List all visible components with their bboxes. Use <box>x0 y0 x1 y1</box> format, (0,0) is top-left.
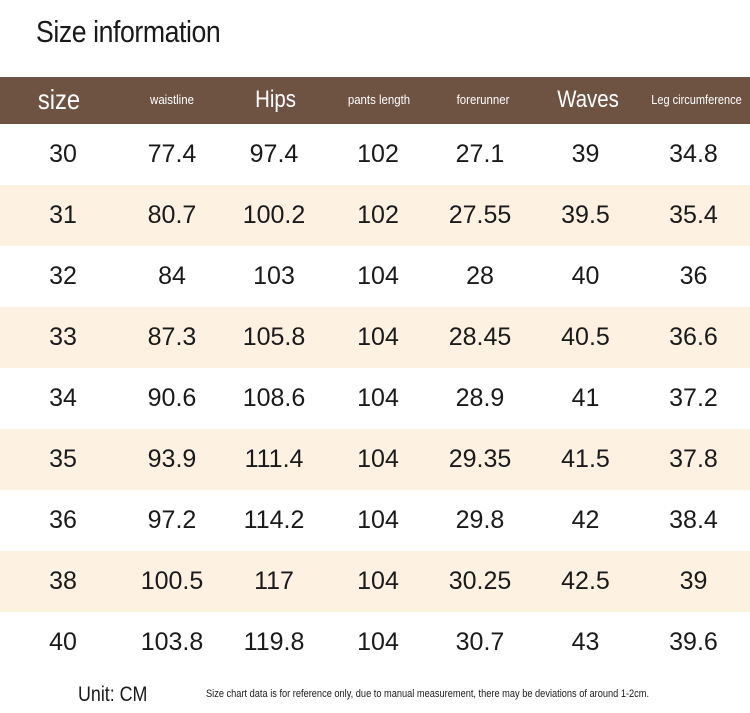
table-cell: 119.8 <box>243 628 305 656</box>
disclaimer-note: Size chart data is for reference only, d… <box>206 688 650 700</box>
table-cell: 104 <box>357 323 399 351</box>
table-cell: 43 <box>571 628 600 656</box>
table-header-row: size waistline Hips pants length forerun… <box>0 77 750 124</box>
header-waves: Waves <box>557 86 619 114</box>
table-body: 30 77.4 97.4 102 27.1 39 34.8 31 80.7 100.2 102 27.… <box>0 124 750 673</box>
table-cell: 42 <box>571 506 600 534</box>
table-row: 34 90.6 108.6 104 28.9 41 37.2 <box>0 368 750 429</box>
table-cell: 104 <box>357 567 399 595</box>
table-cell: 84 <box>158 262 186 290</box>
table-cell: 87.3 <box>147 323 197 351</box>
table-cell: 97.2 <box>147 506 197 534</box>
table-cell: 37.2 <box>669 384 718 412</box>
table-cell: 30.25 <box>448 567 512 595</box>
table-row: 35 93.9 111.4 104 29.35 41.5 37.8 <box>0 429 750 490</box>
table-cell: 39 <box>571 140 600 168</box>
table-cell: 35 <box>49 445 77 473</box>
table-cell: 104 <box>357 384 399 412</box>
table-row: 36 97.2 114.2 104 29.8 42 38.4 <box>0 490 750 551</box>
table-cell: 30 <box>49 140 77 168</box>
table-cell: 40.5 <box>561 323 610 351</box>
table-row: 31 80.7 100.2 102 27.55 39.5 35.4 <box>0 185 750 246</box>
table-cell: 104 <box>357 628 399 656</box>
table-cell: 33 <box>49 323 77 351</box>
table-cell: 42.5 <box>561 567 610 595</box>
table-cell: 105.8 <box>242 323 306 351</box>
table-cell: 40 <box>571 262 600 290</box>
table-cell: 103.8 <box>140 628 204 656</box>
table-cell: 36 <box>49 506 77 534</box>
table-cell: 90.6 <box>147 384 197 412</box>
unit-label: Unit: CM <box>78 683 148 706</box>
table-cell: 77.4 <box>147 140 197 168</box>
table-cell: 104 <box>357 262 399 290</box>
table-cell: 41.5 <box>561 445 610 473</box>
table-row: 38 100.5 117 104 30.25 42.5 39 <box>0 551 750 612</box>
table-cell: 104 <box>357 445 399 473</box>
table-cell: 80.7 <box>147 201 197 229</box>
header-hips: Hips <box>255 86 296 114</box>
table-cell: 39.5 <box>561 201 610 229</box>
table-cell: 117 <box>254 567 294 595</box>
table-cell: 41 <box>571 384 600 412</box>
size-table: size waistline Hips pants length forerun… <box>0 77 750 673</box>
header-leg-circumference: Leg circumference <box>651 92 742 107</box>
table-cell: 38 <box>49 567 77 595</box>
table-cell: 38.4 <box>669 506 718 534</box>
table-cell: 37.8 <box>669 445 718 473</box>
table-cell: 36 <box>679 262 708 290</box>
table-cell: 97.4 <box>249 140 299 168</box>
table-cell: 35.4 <box>669 201 718 229</box>
table-row: 30 77.4 97.4 102 27.1 39 34.8 <box>0 124 750 185</box>
header-size: size <box>37 84 81 116</box>
table-cell: 93.9 <box>147 445 197 473</box>
table-row: 33 87.3 105.8 104 28.45 40.5 36.6 <box>0 307 750 368</box>
table-cell: 29.35 <box>448 445 512 473</box>
table-cell: 100.5 <box>140 567 204 595</box>
table-cell: 31 <box>49 201 77 229</box>
table-cell: 103 <box>253 262 295 290</box>
page-title: Size information <box>36 14 221 49</box>
table-cell: 111.4 <box>244 445 304 473</box>
table-cell: 108.6 <box>242 384 306 412</box>
table-row: 40 103.8 119.8 104 30.7 43 39.6 <box>0 612 750 673</box>
table-cell: 34.8 <box>669 140 718 168</box>
table-cell: 32 <box>49 262 77 290</box>
table-cell: 114.2 <box>243 506 305 534</box>
header-pants-length: pants length <box>347 92 411 108</box>
table-cell: 27.1 <box>455 140 505 168</box>
header-waistline: waistline <box>150 92 194 108</box>
table-cell: 102 <box>357 140 399 168</box>
table-cell: 27.55 <box>448 201 512 229</box>
table-cell: 102 <box>357 201 399 229</box>
table-cell: 39 <box>679 567 708 595</box>
table-row: 32 84 103 104 28 40 36 <box>0 246 750 307</box>
table-cell: 28.9 <box>455 384 505 412</box>
table-cell: 39.6 <box>669 628 718 656</box>
table-cell: 34 <box>49 384 77 412</box>
table-cell: 40 <box>49 628 77 656</box>
header-forerunner: forerunner <box>456 92 510 108</box>
table-cell: 36.6 <box>669 323 718 351</box>
table-cell: 100.2 <box>242 201 306 229</box>
table-cell: 30.7 <box>455 628 505 656</box>
table-cell: 104 <box>357 506 399 534</box>
table-cell: 28 <box>466 262 494 290</box>
table-cell: 28.45 <box>448 323 512 351</box>
table-cell: 29.8 <box>455 506 505 534</box>
